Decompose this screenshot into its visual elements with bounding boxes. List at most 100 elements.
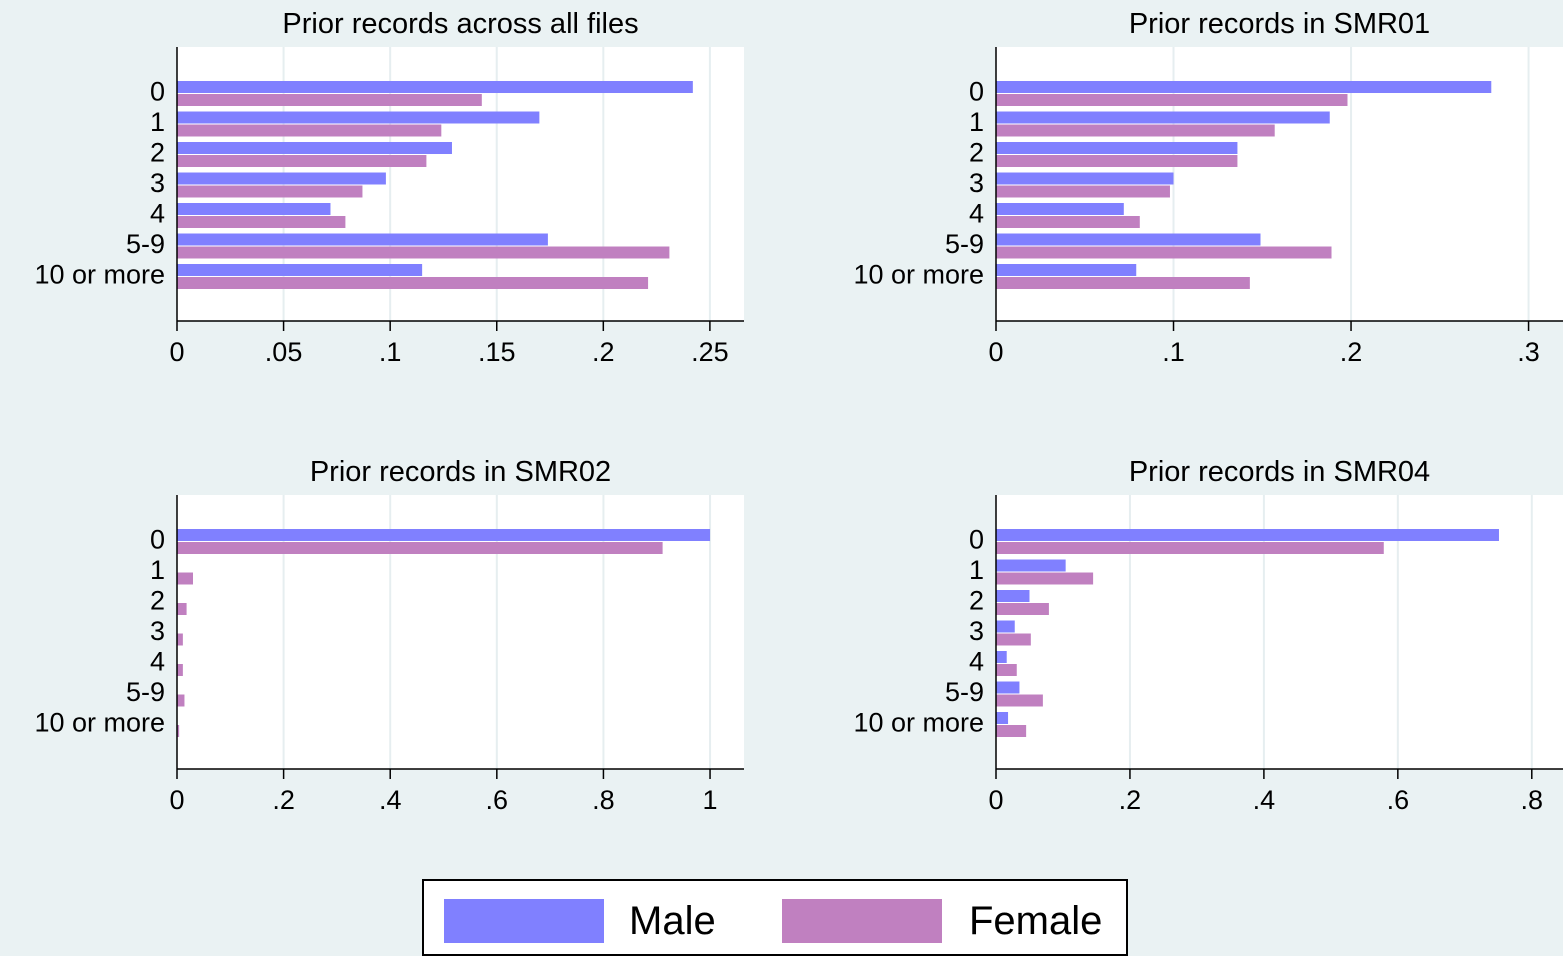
y-tick-label: 3 (969, 616, 984, 646)
bar-female-2 (177, 155, 427, 167)
y-tick-label: 0 (150, 525, 165, 555)
y-tick-label: 2 (969, 586, 984, 616)
bar-male-10-or-more (996, 264, 1137, 276)
bar-female-4 (996, 216, 1140, 228)
y-tick-label: 5-9 (945, 229, 984, 259)
legend-key-female (782, 899, 942, 943)
x-tick-label: .4 (379, 785, 402, 815)
y-tick-label: 5-9 (126, 677, 165, 707)
bar-male-3 (177, 172, 386, 185)
y-tick-label: 2 (150, 138, 165, 168)
bar-female-0 (996, 542, 1384, 554)
y-tick-label: 4 (969, 647, 984, 677)
bar-male-1 (996, 559, 1066, 572)
bar-male-5-9 (996, 681, 1020, 694)
bar-female-0 (177, 94, 482, 106)
y-tick-label: 2 (969, 138, 984, 168)
bar-female-1 (177, 572, 193, 585)
bar-male-2 (996, 590, 1030, 602)
bar-male-10-or-more (177, 264, 423, 276)
bar-female-4 (177, 216, 346, 228)
y-tick-label: 10 or more (853, 260, 984, 290)
bar-female-3 (996, 633, 1031, 646)
bar-female-5-9 (996, 694, 1043, 707)
x-tick-label: 0 (169, 337, 184, 367)
x-tick-label: .1 (1162, 337, 1185, 367)
bar-female-10-or-more (177, 725, 180, 737)
y-tick-label: 0 (150, 77, 165, 107)
x-tick-label: .2 (272, 785, 295, 815)
x-tick-label: 0 (169, 785, 184, 815)
bar-male-0 (177, 81, 693, 93)
y-tick-label: 4 (150, 199, 165, 229)
x-tick-label: .8 (592, 785, 615, 815)
bar-female-10-or-more (177, 277, 649, 289)
bar-female-2 (177, 603, 187, 615)
chart-title: Prior records across all files (282, 8, 638, 40)
bar-male-1 (177, 111, 540, 124)
y-tick-label: 1 (969, 555, 984, 585)
bar-female-1 (177, 124, 442, 137)
x-tick-label: .05 (265, 337, 303, 367)
bar-male-2 (177, 142, 452, 154)
bar-female-3 (177, 633, 183, 646)
bar-female-1 (996, 572, 1094, 585)
bar-male-2 (996, 142, 1238, 154)
x-tick-label: .6 (1387, 785, 1410, 815)
bar-male-0 (996, 529, 1499, 541)
bar-male-4 (177, 203, 331, 215)
bar-male-4 (996, 203, 1124, 215)
y-tick-label: 10 or more (34, 260, 165, 290)
legend-label-female: Female (969, 899, 1103, 943)
bar-male-5-9 (996, 233, 1261, 246)
x-tick-label: .2 (1119, 785, 1142, 815)
y-tick-label: 3 (969, 168, 984, 198)
bar-female-4 (996, 664, 1017, 676)
x-tick-label: .1 (379, 337, 402, 367)
bar-male-0 (177, 529, 711, 541)
bar-female-3 (996, 185, 1170, 198)
y-tick-label: 10 or more (853, 708, 984, 738)
y-tick-label: 0 (969, 525, 984, 555)
x-tick-label: 0 (988, 337, 1003, 367)
x-tick-label: .2 (592, 337, 615, 367)
y-tick-label: 3 (150, 168, 165, 198)
y-tick-label: 4 (150, 647, 165, 677)
chart-title: Prior records in SMR01 (1129, 8, 1430, 40)
x-tick-label: .4 (1253, 785, 1276, 815)
bar-female-10-or-more (996, 725, 1027, 737)
chart-title: Prior records in SMR02 (310, 456, 611, 488)
bar-female-1 (996, 124, 1275, 137)
bar-female-4 (177, 664, 183, 676)
bar-female-10-or-more (996, 277, 1250, 289)
bar-female-5-9 (177, 246, 670, 259)
bar-female-3 (177, 185, 363, 198)
bar-female-2 (996, 603, 1049, 615)
bar-male-0 (996, 81, 1492, 93)
x-tick-label: .3 (1517, 337, 1540, 367)
bar-male-3 (996, 172, 1174, 185)
bar-male-5-9 (177, 233, 548, 246)
bar-male-4 (996, 651, 1007, 663)
y-tick-label: 5-9 (945, 677, 984, 707)
legend-label-male: Male (629, 899, 716, 943)
bar-female-0 (996, 94, 1348, 106)
bar-female-5-9 (996, 246, 1332, 259)
bar-male-3 (996, 620, 1015, 633)
bar-male-1 (996, 111, 1330, 124)
x-tick-label: 1 (703, 785, 718, 815)
chart-title: Prior records in SMR04 (1129, 456, 1430, 488)
bar-female-0 (177, 542, 663, 554)
y-tick-label: 4 (969, 199, 984, 229)
bar-male-10-or-more (996, 712, 1009, 724)
x-tick-label: .15 (478, 337, 516, 367)
y-tick-label: 1 (150, 555, 165, 585)
x-tick-label: .2 (1340, 337, 1363, 367)
y-tick-label: 10 or more (34, 708, 165, 738)
bar-female-5-9 (177, 694, 185, 707)
y-tick-label: 3 (150, 616, 165, 646)
